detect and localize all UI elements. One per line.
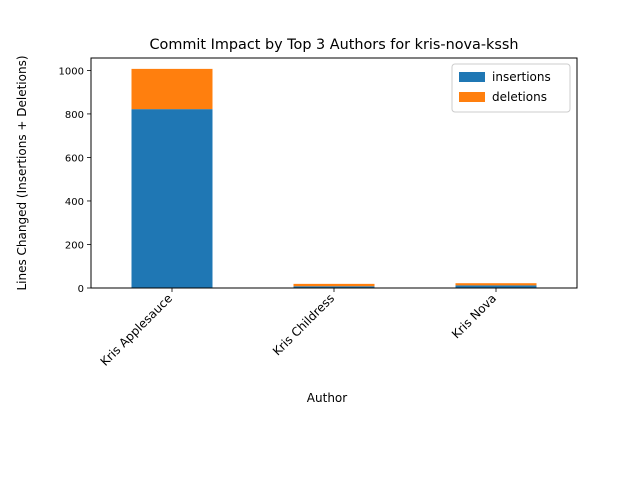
y-tick-label: 400 [65,197,84,208]
x-axis-label: Author [307,391,347,405]
y-tick-label: 600 [65,153,84,164]
y-axis-label: Lines Changed (Insertions + Deletions) [15,55,29,290]
legend-label-insertions: insertions [492,70,551,84]
bar-deletions-1 [132,69,213,109]
bar-insertions-1 [132,109,213,288]
y-tick-label: 200 [65,240,84,251]
y-tick-label: 800 [65,110,84,121]
legend-swatch-deletions [459,92,485,102]
y-tick-label: 0 [78,284,84,295]
bar-deletions-2 [294,284,375,286]
legend: insertions deletions [452,64,570,112]
legend-swatch-insertions [459,72,485,82]
bar-deletions-3 [456,283,537,285]
y-tick-label: 1000 [59,66,84,77]
chart-title: Commit Impact by Top 3 Authors for kris-… [150,37,519,53]
legend-label-deletions: deletions [492,90,547,104]
